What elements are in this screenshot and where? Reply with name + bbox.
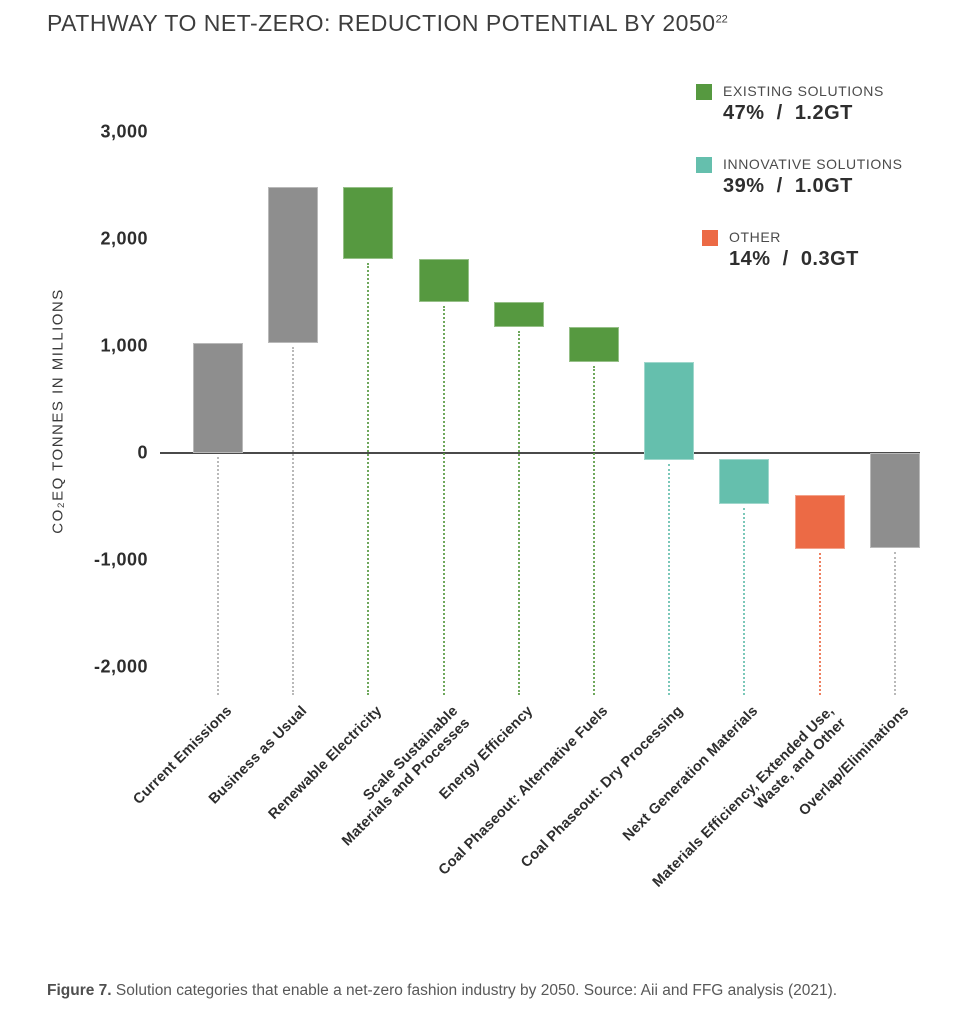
dotted-leader	[818, 553, 821, 695]
y-axis-tick: 3,000	[100, 121, 148, 142]
waterfall-chart: CO₂EQ TONNES IN MILLIONS 3,000 2,000 1,000…	[49, 83, 920, 891]
footnote-marker: 22	[715, 13, 728, 26]
legend-value: 47% / 1.2GT	[723, 102, 853, 124]
figure-caption-prefix: Figure 7.	[47, 982, 112, 999]
dotted-leader	[743, 508, 746, 695]
bar-next-generation-materials	[719, 459, 770, 505]
dotted-leader	[442, 306, 445, 695]
legend-value: 39% / 1.0GT	[723, 175, 853, 197]
dotted-leader	[217, 457, 219, 695]
legend-label: EXISTING SOLUTIONS	[723, 83, 884, 99]
dotted-leader	[668, 464, 671, 695]
figure-caption-text: Solution categories that enable a net-ze…	[111, 982, 838, 999]
zero-axis-line	[160, 452, 920, 454]
legend-item-innovative-solutions: INNOVATIVE SOLUTIONS 39% / 1.0GT	[696, 156, 903, 198]
y-axis-label: CO₂EQ TONNES IN MILLIONS	[49, 288, 67, 534]
y-axis-tick: 2,000	[100, 228, 148, 249]
figure-caption: Figure 7. Solution categories that enabl…	[47, 982, 837, 1000]
dotted-leader	[367, 263, 370, 695]
dotted-leader	[893, 552, 896, 695]
legend: EXISTING SOLUTIONS 47% / 1.2GT INNOVATIV…	[696, 83, 903, 302]
y-axis-tick: -1,000	[93, 549, 148, 570]
dotted-leader	[292, 346, 295, 695]
bar-current-emissions	[193, 342, 243, 453]
legend-item-existing-solutions: EXISTING SOLUTIONS 47% / 1.2GT	[696, 83, 903, 125]
innovative-solutions-swatch-icon	[696, 157, 712, 173]
legend-label: OTHER	[729, 229, 781, 245]
bar-overlap-eliminations	[869, 453, 920, 549]
existing-solutions-swatch-icon	[696, 84, 712, 100]
legend-label: INNOVATIVE SOLUTIONS	[723, 156, 903, 172]
bar-scale-sustainable-materials-and-processes	[418, 259, 469, 303]
legend-value: 14% / 0.3GT	[729, 248, 859, 270]
bar-coal-phaseout-alternative-fuels	[569, 326, 619, 363]
y-axis-tick: 1,000	[100, 335, 148, 356]
bar-energy-efficiency	[493, 302, 544, 327]
chart-title: PATHWAY TO NET-ZERO: REDUCTION POTENTIAL…	[47, 10, 728, 37]
y-axis-tick: 0	[137, 442, 148, 463]
dotted-leader	[517, 330, 520, 695]
bar-coal-phaseout-dry-processing	[644, 362, 695, 461]
chart-title-text: PATHWAY TO NET-ZERO: REDUCTION POTENTIAL…	[47, 10, 716, 36]
legend-item-other: OTHER 14% / 0.3GT	[702, 229, 903, 271]
bar-renewable-electricity	[343, 186, 394, 260]
y-axis-tick: -2,000	[93, 656, 148, 677]
bar-materials-efficiency-extended-use-waste-and-other	[794, 494, 845, 550]
other-swatch-icon	[702, 230, 718, 246]
bar-business-as-usual	[268, 186, 319, 343]
dotted-leader	[593, 366, 595, 695]
